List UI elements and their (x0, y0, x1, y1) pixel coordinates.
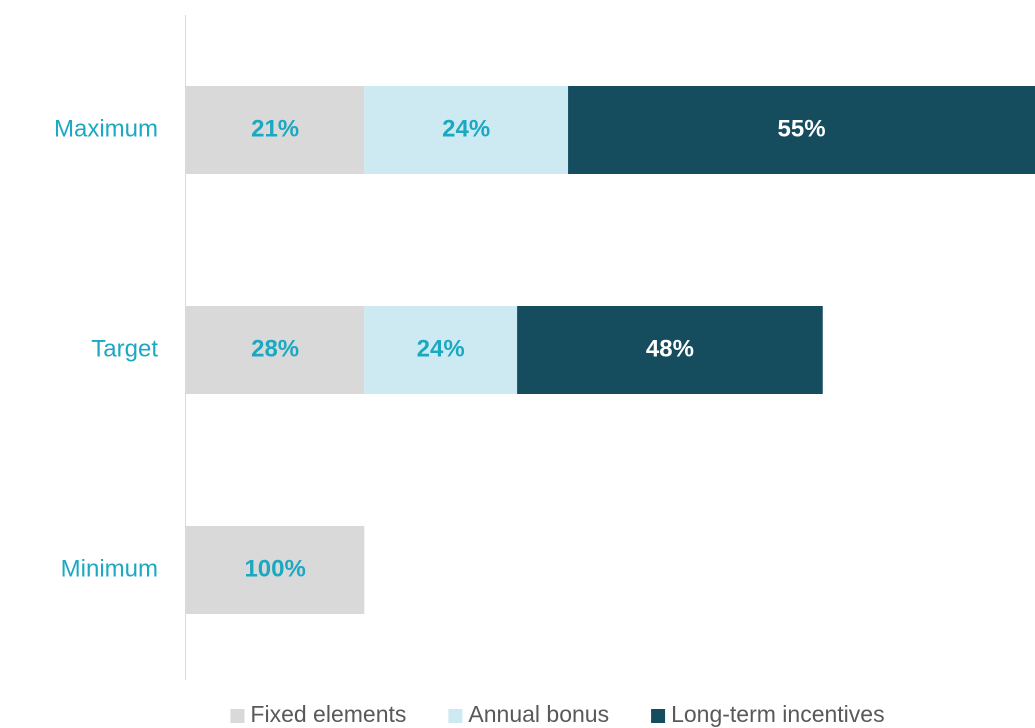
category-label: Maximum (54, 115, 158, 142)
data-label: 24% (417, 335, 465, 362)
bar-segment (364, 306, 518, 394)
legend-swatch (230, 709, 245, 723)
data-label: 48% (646, 335, 694, 362)
legend-label: Long-term incentives (671, 701, 885, 727)
data-label: 100% (244, 555, 305, 582)
category-label: Minimum (61, 555, 158, 582)
data-label: 24% (442, 115, 490, 142)
bar-segment (186, 86, 365, 174)
legend-label: Fixed elements (250, 701, 406, 727)
legend-swatch (651, 709, 666, 723)
bar-segment (517, 306, 823, 394)
legend-label: Annual bonus (468, 701, 609, 727)
data-label: 55% (778, 115, 826, 142)
data-label: 21% (251, 115, 299, 142)
bar-segment (364, 86, 569, 174)
category-label: Target (91, 335, 158, 362)
legend-swatch (448, 709, 463, 723)
bar-segment (186, 526, 365, 614)
bar-segment (186, 306, 365, 394)
data-label: 28% (251, 335, 299, 362)
bar-segment (568, 86, 1035, 174)
